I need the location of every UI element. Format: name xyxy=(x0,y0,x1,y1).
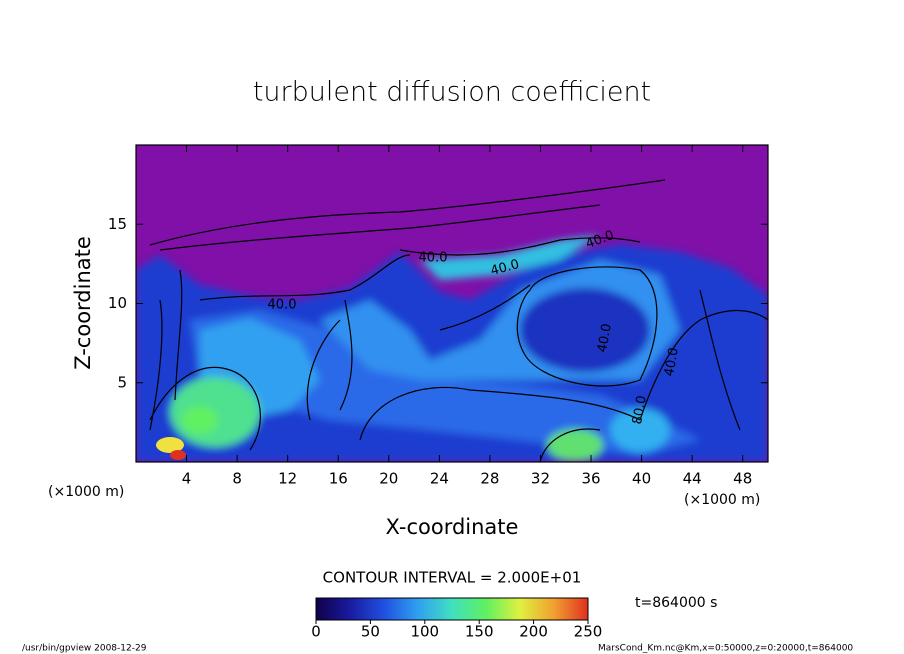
x-tick-label: 20 xyxy=(379,470,398,488)
footer-right: MarsCond_Km.nc@Km,x=0:50000,z=0:20000,t=… xyxy=(598,644,853,654)
contour-label: 40.0 xyxy=(419,251,448,266)
colorbar xyxy=(315,597,589,621)
contour-field: 40.0 40.040.040.040.040.080.0 xyxy=(136,145,768,462)
colorbar-tick-label: 50 xyxy=(361,623,380,641)
x-tick-label: 44 xyxy=(683,470,702,488)
time-label: t=864000 s xyxy=(635,595,717,611)
colorbar-tick-label: 100 xyxy=(410,623,439,641)
contour-label: 40.0 xyxy=(595,322,615,353)
contour-label: 80.0 xyxy=(630,394,650,425)
y-tick-label: 10 xyxy=(108,294,127,312)
x-tick-label: 8 xyxy=(232,470,242,488)
colorbar-tick-label: 250 xyxy=(574,623,603,641)
contour-label: 40.0 xyxy=(268,298,297,313)
contour-label: 40.0 xyxy=(489,257,521,279)
x-axis-label: X-coordinate xyxy=(386,515,519,539)
y-axis-label: Z-coordinate xyxy=(71,236,95,370)
contour-interval: CONTOUR INTERVAL = 2.000E+01 xyxy=(323,569,582,587)
contour-label: 40.0 xyxy=(662,346,682,377)
x-tick-label: 32 xyxy=(531,470,550,488)
x-tick-label: 28 xyxy=(480,470,499,488)
colorbar-tick-label: 200 xyxy=(519,623,548,641)
chart-title: turbulent diffusion coefficient xyxy=(253,77,651,108)
x-tick-label: 12 xyxy=(278,470,297,488)
x-unit-label: (×1000 m) xyxy=(48,484,124,500)
x-tick-label: 4 xyxy=(182,470,192,488)
colorbar-tick-label: 0 xyxy=(311,623,321,641)
x-tick-label: 36 xyxy=(581,470,600,488)
colorbar-tick-label: 150 xyxy=(465,623,494,641)
footer-left: /usr/bin/gpview 2008-12-29 xyxy=(22,644,147,654)
x-tick-label: 40 xyxy=(632,470,651,488)
x-tick-label: 24 xyxy=(430,470,449,488)
y-tick-label: 15 xyxy=(108,215,127,233)
y-unit-label: (×1000 m) xyxy=(684,492,760,508)
x-tick-label: 48 xyxy=(733,470,752,488)
x-tick-label: 16 xyxy=(329,470,348,488)
y-tick-label: 5 xyxy=(117,373,127,391)
